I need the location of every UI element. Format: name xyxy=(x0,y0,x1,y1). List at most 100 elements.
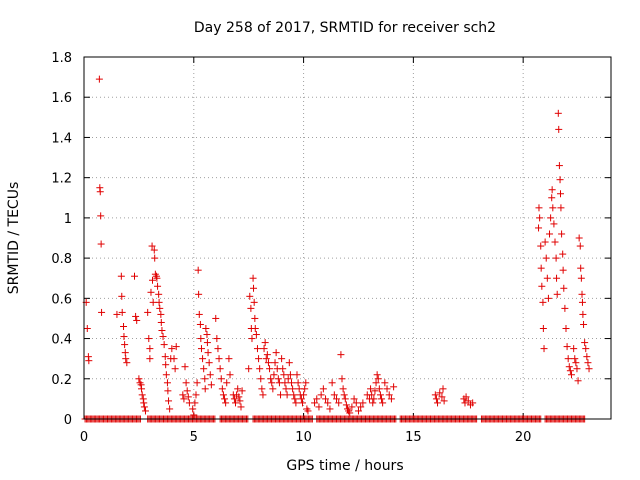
data-point xyxy=(155,298,163,306)
y-tick-label: 1.8 xyxy=(51,51,72,66)
data-point xyxy=(166,405,174,413)
data-point xyxy=(206,371,214,379)
data-point xyxy=(223,379,231,387)
y-tick-label: 0.6 xyxy=(51,292,72,307)
data-point xyxy=(201,385,209,393)
data-point xyxy=(572,359,580,367)
data-point xyxy=(264,359,272,367)
data-point xyxy=(283,391,291,399)
data-point xyxy=(292,399,300,407)
data-point xyxy=(191,399,199,407)
data-point xyxy=(147,288,155,296)
data-point xyxy=(146,355,154,363)
data-point xyxy=(179,391,187,399)
data-point xyxy=(577,274,585,282)
data-point xyxy=(544,294,552,302)
data-point xyxy=(247,304,255,312)
data-point xyxy=(535,224,543,232)
data-point xyxy=(378,395,386,403)
data-point xyxy=(248,335,256,343)
x-tick-label: 5 xyxy=(190,430,198,445)
data-point xyxy=(359,399,367,407)
data-point xyxy=(238,387,246,395)
data-point xyxy=(234,385,242,393)
data-point xyxy=(232,399,240,407)
data-point xyxy=(370,395,378,403)
data-point xyxy=(319,385,327,393)
data-point xyxy=(371,387,379,395)
data-point xyxy=(213,335,221,343)
data-point xyxy=(161,353,169,361)
data-point xyxy=(237,403,245,411)
data-point xyxy=(379,399,387,407)
data-point xyxy=(346,409,354,417)
data-point xyxy=(156,304,164,312)
data-point xyxy=(469,399,477,407)
data-point xyxy=(551,238,559,246)
data-point xyxy=(131,272,139,280)
data-point xyxy=(390,383,398,391)
data-point xyxy=(431,391,439,399)
data-point xyxy=(132,312,140,320)
data-point xyxy=(434,399,442,407)
chart-title: Day 258 of 2017, SRMTID for receiver sch… xyxy=(194,20,496,36)
data-point xyxy=(162,361,170,369)
data-point xyxy=(201,375,209,383)
data-point xyxy=(562,325,570,332)
data-point xyxy=(267,375,275,383)
data-point xyxy=(387,395,395,403)
data-point xyxy=(260,345,268,353)
data-point xyxy=(83,325,91,332)
data-point xyxy=(97,240,105,248)
data-point xyxy=(226,371,234,379)
x-tick-label: 0 xyxy=(80,430,88,445)
y-axis-label: SRMTID / TECUs xyxy=(6,182,22,295)
data-point xyxy=(192,391,200,399)
data-point xyxy=(120,322,128,330)
y-tick-label: 0 xyxy=(64,413,72,428)
data-point xyxy=(157,310,165,318)
data-point xyxy=(311,399,319,407)
data-point xyxy=(85,357,93,365)
data-point xyxy=(170,355,178,363)
data-point xyxy=(120,333,128,341)
data-point xyxy=(369,399,377,407)
data-point xyxy=(215,355,223,363)
data-point xyxy=(146,345,154,353)
data-point xyxy=(230,395,238,403)
data-point xyxy=(141,407,149,415)
data-point xyxy=(341,395,349,403)
y-tick-label: 1.6 xyxy=(51,91,72,106)
data-point xyxy=(181,363,189,371)
data-point xyxy=(251,314,259,322)
data-point xyxy=(279,365,287,373)
data-point xyxy=(547,214,555,222)
data-point xyxy=(322,395,330,403)
data-point xyxy=(294,379,302,387)
data-point xyxy=(313,395,321,403)
data-point xyxy=(274,375,282,383)
y-tick-label: 0.4 xyxy=(51,333,72,348)
data-point xyxy=(189,405,197,413)
data-point xyxy=(291,395,299,403)
data-point xyxy=(151,254,159,262)
data-point xyxy=(257,375,265,383)
data-point xyxy=(367,385,375,393)
data-point xyxy=(155,290,163,298)
data-point xyxy=(440,397,448,405)
data-point xyxy=(300,391,308,399)
data-point xyxy=(168,345,176,353)
data-point xyxy=(200,365,208,373)
y-tick-label: 0.2 xyxy=(51,373,72,388)
data-point xyxy=(117,272,125,280)
data-point xyxy=(204,349,212,357)
data-point xyxy=(438,393,446,401)
data-point xyxy=(196,320,204,328)
data-point xyxy=(284,375,292,383)
data-point xyxy=(374,375,382,383)
data-point xyxy=(552,254,560,262)
data-point xyxy=(225,355,233,363)
data-point xyxy=(584,359,592,367)
data-point xyxy=(559,250,567,258)
data-point xyxy=(324,399,332,407)
